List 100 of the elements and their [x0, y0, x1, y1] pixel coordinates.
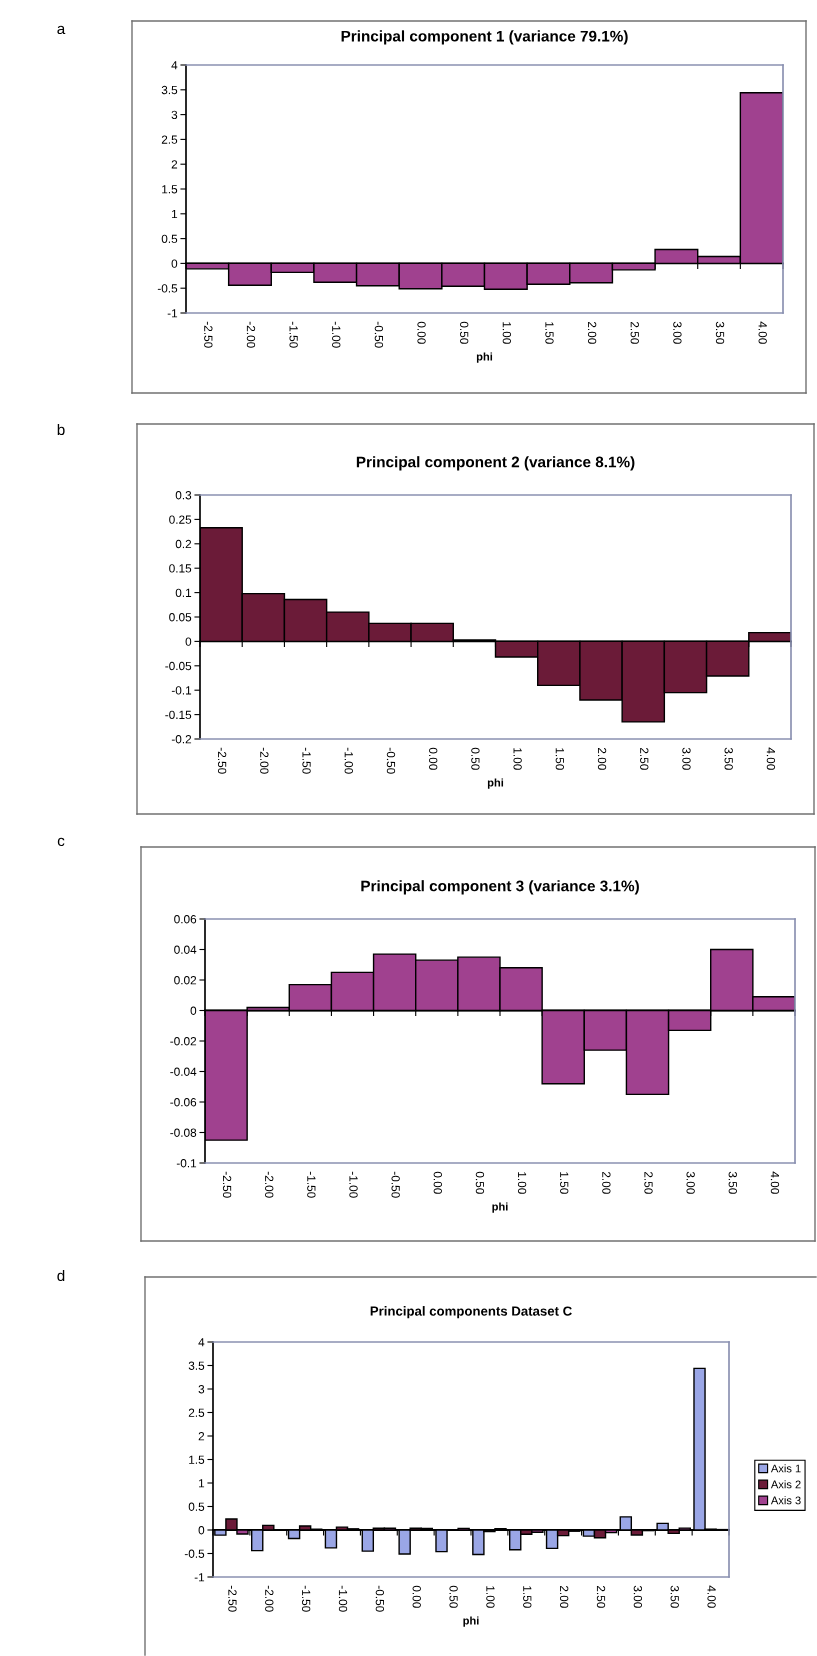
x-tick-label: 0.50 [471, 747, 480, 770]
x-tick-label: 2.50 [630, 321, 639, 344]
x-axis-title: phi [476, 352, 493, 363]
y-tick-label: 0.06 [174, 915, 197, 924]
x-tick-label: -1.50 [307, 1171, 316, 1198]
y-tick-label: -0.08 [170, 1128, 197, 1137]
x-tick-label: 1.50 [545, 322, 554, 344]
y-tick-label: 0.05 [169, 613, 192, 622]
x-tick-label: 2.00 [602, 1171, 611, 1194]
x-tick-label: 4.00 [758, 321, 767, 344]
y-tick-label: 1.5 [189, 1455, 205, 1464]
y-tick-label: -1 [167, 309, 178, 318]
y-tick-label: -0.04 [170, 1067, 197, 1076]
y-tick-label: 0 [190, 1006, 197, 1015]
y-tick-label: -0.1 [171, 686, 192, 695]
x-tick-label: 0.00 [417, 321, 426, 344]
y-tick-label: 0 [171, 259, 178, 268]
x-tick-label: -0.50 [375, 1585, 385, 1612]
y-tick-label: 3 [171, 110, 178, 119]
x-tick-label: 4.00 [766, 747, 776, 770]
text: d [57, 1269, 65, 1282]
x-tick-label: -2.00 [265, 1585, 274, 1612]
y-tick-label: 0.04 [174, 945, 197, 954]
x-axis-title: phi [487, 778, 504, 789]
x-tick-label: 3.00 [633, 1585, 643, 1608]
x-axis-title: phi [463, 1616, 479, 1627]
y-tick-label: 2 [171, 160, 178, 169]
y-tick-label: 0 [185, 637, 192, 646]
x-tick-label: 3.50 [724, 747, 733, 770]
x-tick-label: 0.50 [449, 1585, 458, 1608]
y-tick-label: 0.15 [169, 564, 192, 573]
y-tick-label: 0 [198, 1526, 205, 1535]
text: c [57, 837, 65, 847]
x-tick-label: -2.00 [260, 747, 269, 774]
y-tick-label: 0.2 [175, 539, 192, 549]
x-tick-label: 1.00 [502, 322, 512, 344]
x-tick-label: 0.00 [429, 747, 438, 770]
x-tick-label: -1.50 [301, 1585, 311, 1612]
x-tick-label: 0.50 [460, 321, 469, 344]
x-tick-label: 3.50 [670, 1585, 679, 1608]
y-tick-label: 4 [198, 1338, 205, 1347]
y-tick-label: 2.5 [161, 135, 178, 144]
x-tick-label: -0.50 [391, 1171, 400, 1198]
y-tick-label: -0.05 [165, 661, 192, 671]
y-tick-label: -0.15 [165, 710, 192, 719]
x-tick-label: 1.50 [560, 1172, 569, 1194]
x-tick-label: -0.50 [386, 747, 396, 774]
x-tick-label: 3.00 [686, 1171, 695, 1194]
x-tick-label: 2.00 [559, 1585, 569, 1608]
y-tick-label: 1.5 [162, 185, 178, 194]
text: a [57, 25, 66, 35]
x-tick-label: -1.00 [338, 1585, 348, 1612]
y-tick-label: 3.5 [161, 85, 178, 95]
x-tick-label: 3.00 [673, 321, 682, 344]
x-tick-label: 4.00 [707, 1585, 716, 1608]
y-tick-label: 3 [198, 1385, 205, 1394]
x-tick-label: -2.00 [265, 1171, 274, 1198]
y-tick-label: 0.1 [175, 588, 192, 597]
y-tick-label: 1 [172, 209, 178, 219]
y-tick-label: 0.25 [169, 515, 192, 524]
y-tick-label: 0.5 [188, 1502, 205, 1511]
legend-label: Axis 1 [770, 1464, 801, 1473]
x-tick-label: 4.00 [770, 1171, 780, 1194]
x-tick-label: 2.00 [587, 321, 597, 344]
x-tick-label: 1.50 [555, 748, 565, 770]
legend-label: Axis 2 [770, 1480, 801, 1489]
x-tick-label: -2.00 [246, 321, 256, 348]
x-tick-label: -0.50 [374, 321, 384, 348]
x-tick-label: 2.50 [596, 1585, 606, 1608]
x-axis-title: phi [492, 1202, 508, 1213]
x-tick-label: -1.50 [289, 321, 298, 348]
y-tick-label: -0.1 [176, 1159, 197, 1168]
x-tick-label: -2.50 [217, 747, 227, 774]
x-tick-label: 3.50 [728, 1171, 737, 1194]
legend-label: Axis 3 [770, 1496, 801, 1505]
x-tick-label: -1.00 [344, 747, 353, 774]
x-tick-label: 1.50 [523, 1586, 532, 1608]
x-tick-label: 3.50 [715, 321, 725, 344]
chart-title: Principal component 2 (variance 8.1%) [356, 456, 635, 471]
y-tick-label: 0.3 [175, 491, 192, 500]
x-tick-label: 1.00 [517, 1172, 527, 1194]
y-tick-label: -0.5 [157, 284, 178, 293]
y-tick-label: 0.5 [161, 234, 178, 243]
y-tick-label: 4 [171, 61, 178, 70]
x-tick-label: -1.00 [349, 1171, 358, 1198]
x-tick-label: 1.00 [513, 748, 522, 770]
y-tick-label: -1 [194, 1573, 205, 1582]
y-tick-label: -0.5 [184, 1549, 205, 1558]
x-tick-label: 3.00 [682, 747, 691, 770]
x-tick-label: 0.00 [412, 1585, 421, 1608]
y-tick-label: 3.5 [188, 1361, 205, 1370]
chart-title: Principal components Dataset C [370, 1306, 572, 1319]
y-tick-label: -0.02 [170, 1037, 197, 1046]
x-tick-label: -1.50 [302, 747, 311, 774]
x-tick-label: 0.50 [475, 1171, 485, 1194]
x-tick-label: 2.00 [597, 747, 607, 770]
x-tick-label: 0.00 [433, 1171, 442, 1194]
y-tick-label: 0.02 [174, 976, 197, 985]
y-tick-label: 2 [198, 1432, 205, 1441]
x-tick-label: -1.00 [332, 321, 341, 348]
